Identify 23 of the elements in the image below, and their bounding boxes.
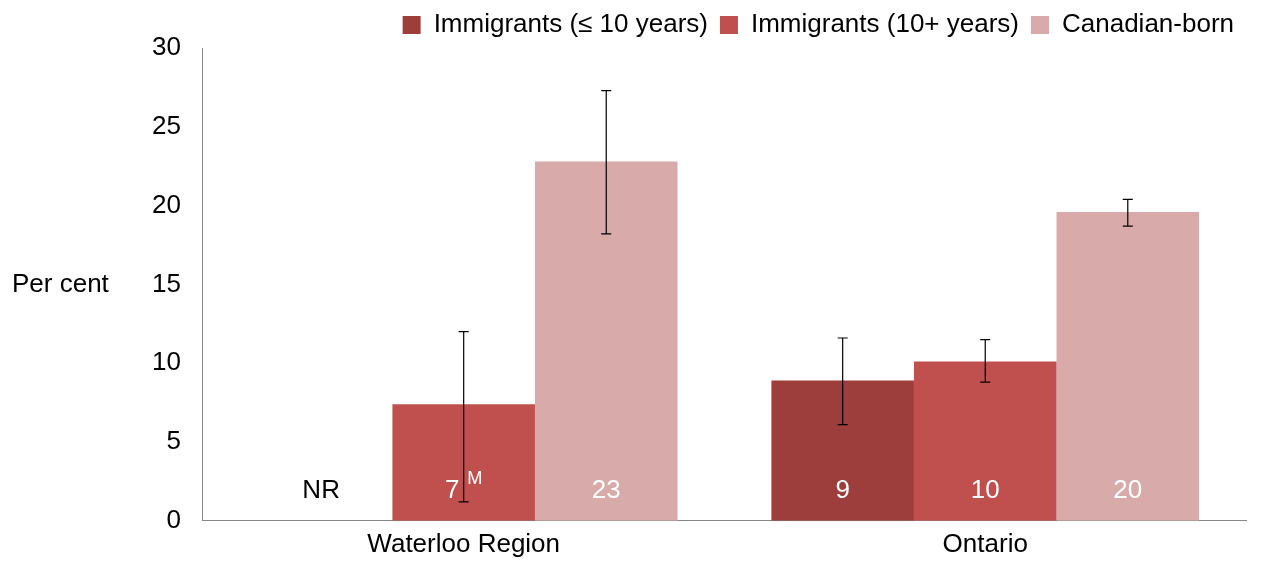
data-label: 23	[591, 473, 621, 504]
bar	[771, 380, 914, 521]
y-tick-label: 5	[166, 425, 181, 456]
data-label: 10	[970, 473, 1000, 504]
y-tick-label: 25	[152, 109, 181, 140]
legend-label: Immigrants (≤ 10 years)	[433, 8, 708, 39]
legend-label: Immigrants (10+ years)	[750, 8, 1019, 39]
x-tick-label: Waterloo Region	[367, 527, 561, 558]
bar	[534, 161, 678, 521]
y-tick-label: 0	[166, 503, 181, 534]
bar	[1056, 211, 1200, 521]
y-axis-title: Per cent	[12, 267, 110, 298]
legend-label: Canadian-born	[1061, 8, 1235, 39]
y-tick-label: 20	[152, 188, 181, 219]
y-tick-label: 15	[152, 267, 181, 298]
x-tick-label: Ontario	[942, 527, 1028, 558]
data-label: 9	[835, 473, 850, 504]
bar	[392, 404, 535, 521]
text: NR	[302, 473, 340, 504]
y-tick-label: 10	[152, 346, 181, 377]
data-label: 20	[1113, 473, 1143, 504]
bar	[913, 361, 1057, 521]
y-tick-label: 30	[152, 31, 181, 62]
